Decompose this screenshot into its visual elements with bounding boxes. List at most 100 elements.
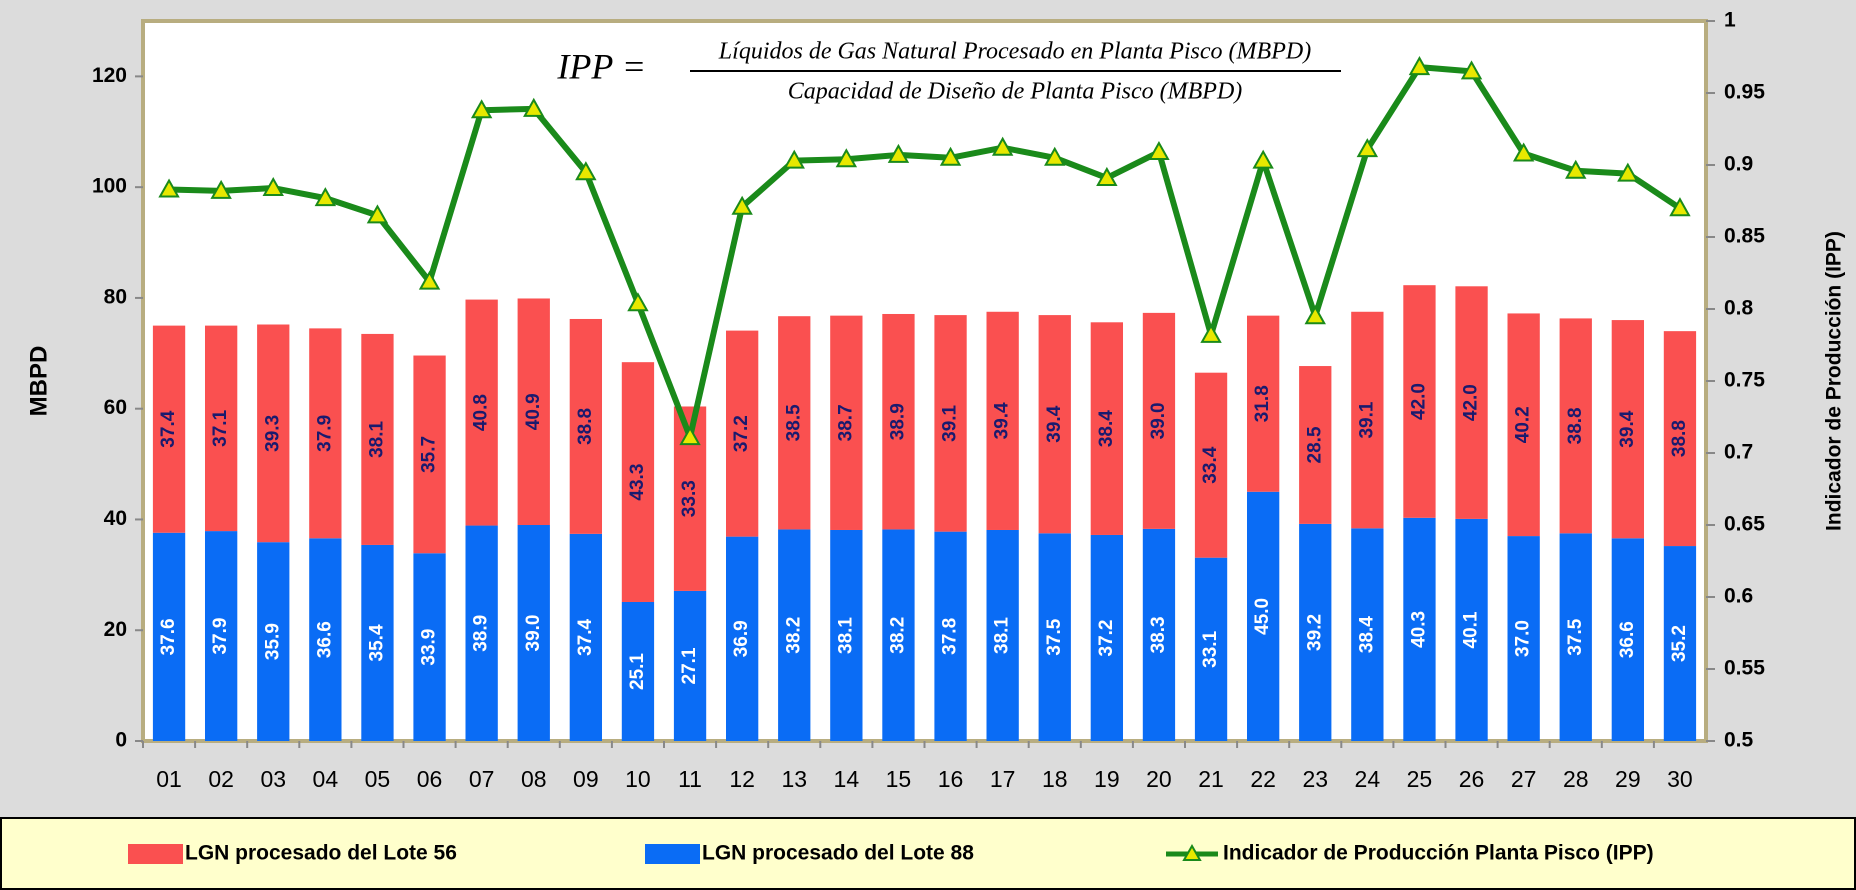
data-label: 39.3 xyxy=(262,415,283,452)
ipp-marker xyxy=(210,179,232,199)
data-label: 38.1 xyxy=(992,617,1013,654)
ipp-marker xyxy=(783,149,805,169)
data-label: 38.1 xyxy=(366,421,387,458)
formula-lhs: IPP = xyxy=(556,46,646,86)
y2-tick-label: 0.65 xyxy=(1724,513,1765,536)
y2-tick-label: 0.55 xyxy=(1724,657,1765,680)
y-tick-label: 20 xyxy=(104,618,127,641)
bar-segment xyxy=(309,328,342,539)
y2-tick-label: 0.7 xyxy=(1724,441,1753,464)
data-label: 36.9 xyxy=(731,620,752,657)
bar-segment xyxy=(1142,528,1176,741)
y-tick-label: 80 xyxy=(104,285,127,308)
x-tick-label: 17 xyxy=(990,766,1016,792)
bar-segment xyxy=(1663,331,1697,547)
bar-segment xyxy=(465,299,498,526)
bar-segment xyxy=(934,531,967,741)
data-label: 37.0 xyxy=(1513,620,1534,657)
bar-segment xyxy=(1559,318,1592,534)
bar-segment xyxy=(204,531,238,741)
formula-denominator: Capacidad de Diseño de Planta Pisco (MBP… xyxy=(788,79,1243,105)
bar-segment xyxy=(1038,533,1071,741)
legend-swatch xyxy=(128,844,183,864)
y2-axis-title: Indicador de Producción (IPP) xyxy=(1823,231,1846,531)
data-label: 39.4 xyxy=(1617,410,1638,447)
bar-segment xyxy=(465,525,498,741)
legend-label: Indicador de Producción Planta Pisco (IP… xyxy=(1223,842,1654,865)
x-tick-label: 13 xyxy=(781,766,807,792)
data-label: 33.1 xyxy=(1200,630,1221,667)
data-label: 43.3 xyxy=(627,464,648,501)
data-label: 27.1 xyxy=(679,647,700,684)
x-tick-label: 10 xyxy=(625,766,651,792)
y-tick-label: 0 xyxy=(115,729,127,752)
ipp-marker xyxy=(1669,197,1691,217)
y2-tick-label: 0.85 xyxy=(1724,225,1765,248)
x-tick-label: 03 xyxy=(260,766,286,792)
ipp-marker xyxy=(1252,149,1274,169)
bar-segment xyxy=(1246,315,1280,492)
bar-segment xyxy=(1142,312,1176,529)
data-label: 39.1 xyxy=(1356,401,1377,438)
bar-segment xyxy=(413,355,446,554)
data-label: 37.4 xyxy=(158,410,179,447)
data-label: 39.0 xyxy=(1148,402,1169,439)
x-tick-label: 02 xyxy=(208,766,234,792)
y2-tick-label: 0.9 xyxy=(1724,153,1753,176)
bar-segment xyxy=(569,318,603,534)
data-label: 38.3 xyxy=(1148,616,1169,653)
data-label: 38.2 xyxy=(783,617,804,654)
data-label: 40.9 xyxy=(523,393,544,430)
ipp-marker xyxy=(366,204,389,224)
bar-segment xyxy=(882,313,915,530)
bar-segment xyxy=(830,315,863,530)
bar-segment xyxy=(1299,366,1332,524)
ipp-marker xyxy=(1565,159,1587,179)
bar-segment xyxy=(725,536,759,741)
bar-segment xyxy=(725,330,759,537)
data-label: 37.5 xyxy=(1044,618,1065,655)
x-tick-label: 11 xyxy=(678,766,702,792)
data-label: 39.2 xyxy=(1304,614,1325,651)
ipp-marker xyxy=(262,177,284,197)
data-label: 35.4 xyxy=(366,624,387,661)
formula-numerator: Líquidos de Gas Natural Procesado en Pla… xyxy=(718,39,1311,65)
ipp-marker xyxy=(1512,142,1535,162)
bar-segment xyxy=(361,544,394,741)
data-label: 38.2 xyxy=(887,617,908,654)
data-label: 37.4 xyxy=(575,619,596,656)
bar-segment xyxy=(152,532,186,741)
x-tick-label: 23 xyxy=(1302,766,1328,792)
ipp-marker xyxy=(835,148,858,168)
ipp-marker xyxy=(731,195,753,215)
bar-segment xyxy=(934,315,967,532)
legend-label: LGN procesado del Lote 88 xyxy=(702,842,974,865)
bar-segment xyxy=(1299,523,1332,741)
data-label: 37.1 xyxy=(210,409,231,446)
data-label: 33.9 xyxy=(419,629,440,666)
ipp-marker xyxy=(1096,166,1118,186)
x-tick-label: 18 xyxy=(1042,766,1068,792)
ipp-marker xyxy=(1200,323,1222,343)
bar-segment xyxy=(986,529,1019,741)
y2-tick-label: 0.6 xyxy=(1724,585,1753,608)
ipp-marker xyxy=(939,146,962,166)
bar-segment xyxy=(778,316,811,530)
y-tick-label: 40 xyxy=(104,507,127,530)
data-label: 39.1 xyxy=(940,404,961,441)
bar-segment xyxy=(1559,533,1592,741)
data-label: 36.6 xyxy=(1617,621,1638,658)
data-label: 38.4 xyxy=(1096,410,1117,447)
x-tick-label: 30 xyxy=(1667,766,1693,792)
data-label: 39.4 xyxy=(1044,405,1065,442)
ipp-marker xyxy=(470,99,493,119)
bar-segment xyxy=(1194,372,1228,558)
x-tick-label: 28 xyxy=(1563,766,1589,792)
data-label: 40.3 xyxy=(1408,611,1429,648)
bar-segment xyxy=(361,333,394,545)
bar-segment xyxy=(1246,491,1280,741)
bar-segment xyxy=(1038,315,1071,534)
bar-segment xyxy=(1507,313,1540,537)
bar-segment xyxy=(204,325,238,532)
